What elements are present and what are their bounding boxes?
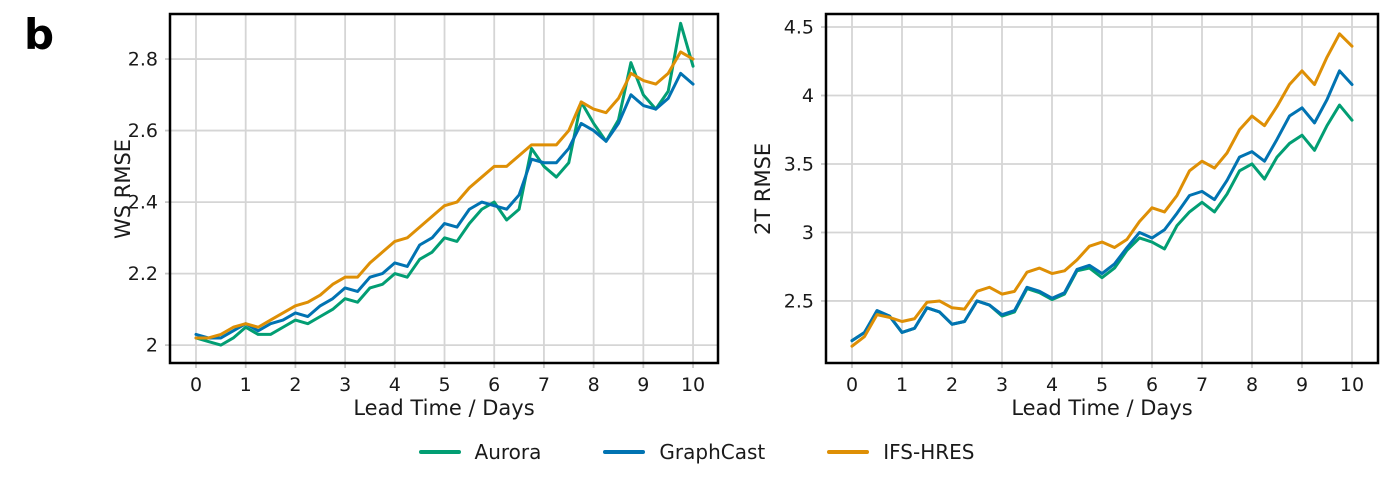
y-tick-label: 2.8 xyxy=(128,49,158,71)
2t-rmse-x-axis-label: Lead Time / Days xyxy=(1011,396,1193,420)
y-tick-label: 2.6 xyxy=(128,120,158,142)
x-tick-label: 6 xyxy=(488,374,500,396)
series-line-ifs-hres xyxy=(194,50,695,340)
legend-label-aurora: Aurora xyxy=(474,440,542,464)
plot-frame xyxy=(168,12,720,365)
ws-rmse-plot-area: 0 1 2 3 4 5 6 7 8 9 10 2 2.2 2.4 2.6 2.8 xyxy=(128,12,720,396)
y-tick-label: 2.4 xyxy=(128,192,158,214)
x-tick-label: 9 xyxy=(637,374,649,396)
legend-label-ifs-hres: IFS-HRES xyxy=(883,440,975,464)
x-tick-label: 10 xyxy=(681,374,705,396)
x-tick-label: 8 xyxy=(1246,374,1258,396)
2t-rmse-plot-area: 0 1 2 3 4 5 6 7 8 9 10 2.5 3 3.5 4 4.5 xyxy=(784,12,1380,396)
legend-item-aurora: Aurora xyxy=(418,440,542,464)
plot-frame xyxy=(824,12,1380,365)
aurora-line-swatch xyxy=(418,450,461,454)
x-tick-label: 2 xyxy=(946,374,958,396)
2t-rmse-chart: 0 1 2 3 4 5 6 7 8 9 10 2.5 3 3.5 4 4.5 xyxy=(784,12,1380,396)
legend-item-ifs-hres: IFS-HRES xyxy=(827,440,974,464)
y-tick-label: 4 xyxy=(802,85,814,107)
x-tick-label: 2 xyxy=(289,374,301,396)
x-tick-label: 4 xyxy=(389,374,401,396)
ws-rmse-chart: 0 1 2 3 4 5 6 7 8 9 10 2 2.2 2.4 2.6 2.8 xyxy=(128,12,720,396)
x-tick-label: 3 xyxy=(996,374,1008,396)
panel-label: b xyxy=(24,10,55,59)
x-tick-label: 1 xyxy=(896,374,908,396)
x-tick-label: 0 xyxy=(846,374,858,396)
x-tick-label: 8 xyxy=(588,374,600,396)
2t-rmse-y-axis-label: 2T RMSE xyxy=(751,142,775,235)
x-tick-label: 10 xyxy=(1340,374,1364,396)
x-tick-label: 3 xyxy=(339,374,351,396)
legend: Aurora GraphCast IFS-HRES xyxy=(0,440,1393,464)
x-tick-label: 1 xyxy=(240,374,252,396)
legend-label-graphcast: GraphCast xyxy=(659,440,766,464)
y-tick-label: 2 xyxy=(146,335,158,357)
y-tick-label: 3 xyxy=(802,222,814,244)
x-tick-label: 4 xyxy=(1046,374,1058,396)
series-line-graphcast xyxy=(194,71,695,340)
y-tick-label: 2.2 xyxy=(128,263,158,285)
y-tick-label: 3.5 xyxy=(784,153,814,175)
series-line-graphcast xyxy=(850,69,1354,343)
legend-item-graphcast: GraphCast xyxy=(603,440,765,464)
x-tick-label: 0 xyxy=(190,374,202,396)
x-tick-label: 6 xyxy=(1146,374,1158,396)
y-tick-label: 2.5 xyxy=(784,290,814,312)
graphcast-line-swatch xyxy=(603,450,646,454)
y-tick-label: 4.5 xyxy=(784,17,814,39)
x-tick-label: 9 xyxy=(1296,374,1308,396)
ws-rmse-x-axis-label: Lead Time / Days xyxy=(353,396,535,420)
x-tick-label: 7 xyxy=(1196,374,1208,396)
x-tick-label: 5 xyxy=(438,374,450,396)
x-tick-label: 5 xyxy=(1096,374,1108,396)
series-line-ifs-hres xyxy=(850,32,1354,348)
ifs-hres-line-swatch xyxy=(827,450,870,454)
x-tick-label: 7 xyxy=(538,374,550,396)
